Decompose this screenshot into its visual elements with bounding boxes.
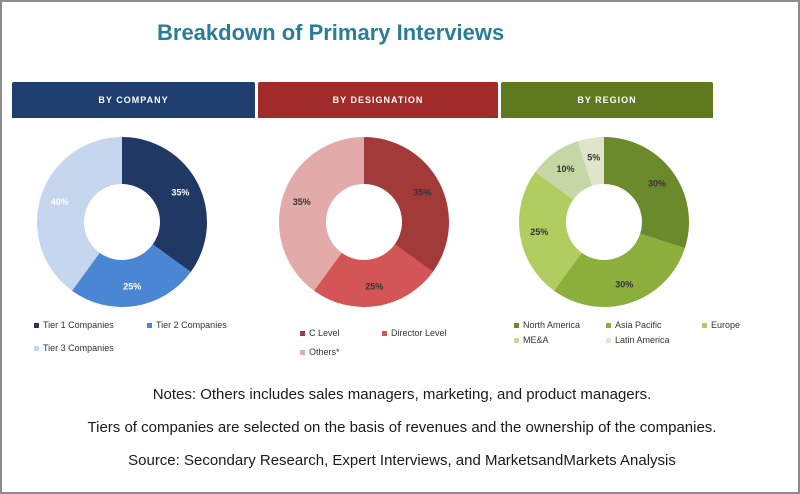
donut-chart-by-region: 30% 30% 25% 10% 5% — [519, 137, 689, 307]
note-source: Source: Secondary Research, Expert Inter… — [128, 452, 676, 469]
legend-item: Tier 1 Companies — [34, 320, 114, 330]
donut-segment — [577, 137, 604, 186]
data-label: 5% — [587, 152, 600, 162]
legend-swatch — [514, 337, 519, 343]
legend-swatch — [34, 322, 39, 328]
data-label: 35% — [413, 187, 431, 197]
legend-swatch — [34, 345, 39, 351]
data-label: 40% — [51, 197, 69, 207]
note-tiers: Tiers of companies are selected on the b… — [87, 419, 717, 436]
data-label: 35% — [293, 197, 311, 207]
legend-item: Others* — [300, 347, 340, 357]
donut-chart-by-designation: 35% 25% 35% — [279, 137, 449, 307]
data-label: 25% — [530, 227, 548, 237]
donut-segment — [604, 137, 689, 249]
data-label: 25% — [365, 282, 383, 292]
tab-by-designation: BY DESIGNATION — [258, 82, 498, 118]
legend-item: Asia Pacific — [606, 320, 662, 330]
chart-title: Breakdown of Primary Interviews — [157, 20, 505, 45]
donut-segment — [519, 172, 582, 291]
legend-item: Tier 3 Companies — [34, 343, 114, 353]
legend-item: Latin America — [606, 335, 670, 345]
legend-label: Tier 2 Companies — [156, 320, 227, 330]
data-label: 30% — [615, 279, 633, 289]
donut-segment — [364, 137, 449, 272]
legend-label: C Level — [309, 328, 340, 338]
legend-label: Tier 3 Companies — [43, 343, 114, 353]
legend-label: Others* — [309, 347, 340, 357]
legend-label: Director Level — [391, 328, 447, 338]
legend-swatch — [606, 322, 611, 328]
note-others: Notes: Others includes sales managers, m… — [152, 386, 652, 403]
legend-label: ME&A — [523, 335, 549, 345]
tab-by-region: BY REGION — [501, 82, 713, 118]
legend-item: C Level — [300, 328, 340, 338]
legend-swatch — [300, 349, 305, 355]
donut-segment — [36, 137, 122, 291]
legend-label: North America — [523, 320, 581, 330]
tab-by-company: BY COMPANY — [12, 82, 255, 118]
donut-chart-by-company: 35% 25% 40% — [36, 137, 208, 307]
legend-item: Director Level — [382, 328, 447, 338]
legend-swatch — [702, 322, 707, 328]
legend-item: ME&A — [514, 335, 549, 345]
legend-item: North America — [514, 320, 580, 330]
legend-item: Europe — [702, 320, 740, 330]
data-label: 35% — [171, 187, 189, 197]
legend-swatch — [606, 337, 611, 343]
legend-swatch — [382, 330, 387, 336]
legend-item: Tier 2 Companies — [147, 320, 227, 330]
data-label: 25% — [123, 282, 141, 292]
donut-segment — [535, 141, 593, 200]
data-label: 10% — [556, 164, 574, 174]
donut-segment — [554, 233, 685, 307]
legend-label: Europe — [711, 320, 741, 330]
legend-swatch — [147, 322, 152, 328]
donut-segment — [279, 137, 364, 291]
donut-segment — [314, 244, 433, 307]
legend-label: Latin America — [615, 335, 670, 345]
legend-label: Tier 1 Companies — [43, 320, 114, 330]
donut-segment — [122, 137, 208, 272]
legend-label: Asia Pacific — [615, 320, 662, 330]
donut-segment — [72, 244, 191, 307]
legend-swatch — [514, 322, 519, 328]
legend-swatch — [300, 330, 305, 336]
data-label: 30% — [648, 179, 666, 189]
